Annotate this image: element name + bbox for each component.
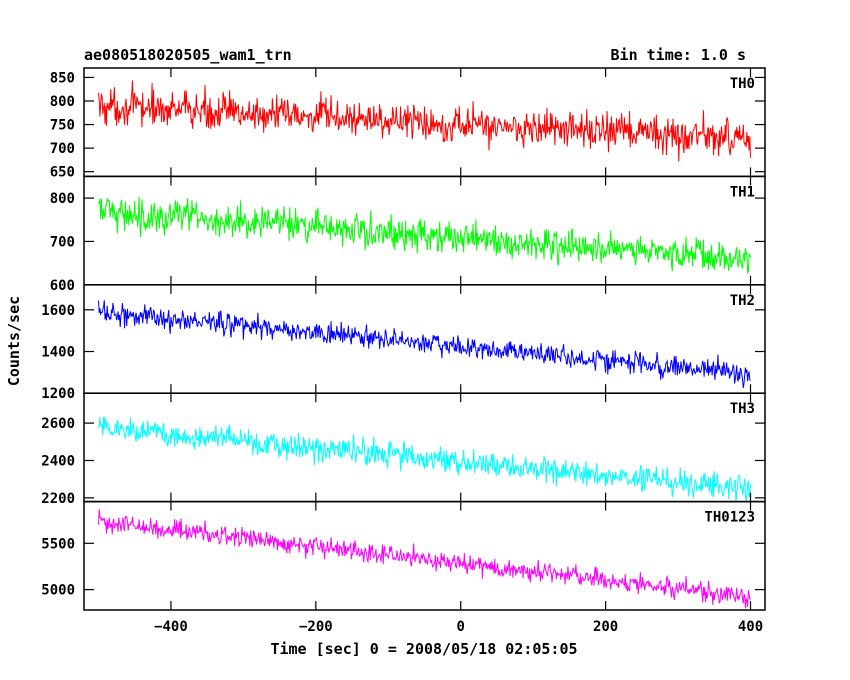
x-tick-label: 400 xyxy=(738,619,763,635)
series-line-th0 xyxy=(97,80,752,162)
series-line-th2 xyxy=(97,300,751,389)
panel-label-th0123: TH0123 xyxy=(704,510,755,526)
y-tick-label-th0: 850 xyxy=(50,70,75,86)
observation-title: ae080518020505_wam1_trn xyxy=(84,46,292,64)
y-tick-label-th1: 800 xyxy=(50,191,75,207)
panel-frame-th0123 xyxy=(83,500,766,611)
y-axis-label: Counts/sec xyxy=(5,296,23,386)
bin-time-label: Bin time: 1.0 s xyxy=(611,46,746,64)
panel-th0: 650 700 750 800 850 TH0 xyxy=(50,67,766,181)
panel-label-th0: TH0 xyxy=(730,76,755,92)
y-tick-label-th1: 600 xyxy=(50,278,75,294)
y-tick-label-th3: 2400 xyxy=(41,453,75,469)
y-tick-label-th0123: 5000 xyxy=(41,583,75,599)
panel-th1: 600 700 800 TH1 xyxy=(50,175,766,294)
y-tick-label-th2: 1400 xyxy=(41,345,75,361)
x-tick-label: −200 xyxy=(299,619,333,635)
series-line-th3 xyxy=(98,416,752,502)
y-tick-label-th0: 650 xyxy=(50,165,75,181)
x-tick-label: 0 xyxy=(457,619,465,635)
panel-th3: 2200 2400 2600 TH3 xyxy=(41,392,766,507)
y-tick-label-th0: 700 xyxy=(50,141,75,157)
panel-frame-th3 xyxy=(83,392,766,503)
series-line-th0123 xyxy=(97,509,751,609)
y-tick-label-th1: 700 xyxy=(50,234,75,250)
panel-th2: 1200 1400 1600 TH2 xyxy=(41,284,766,402)
panels-group: 650 700 750 800 850 TH0 600 700 800 TH1 1200 1400 16… xyxy=(41,67,766,635)
y-tick-label-th3: 2600 xyxy=(41,416,75,432)
y-tick-label-th0: 750 xyxy=(50,118,75,134)
y-tick-label-th0: 800 xyxy=(50,94,75,110)
panel-label-th2: TH2 xyxy=(730,293,755,309)
y-tick-label-th2: 1200 xyxy=(41,386,75,402)
series-line-th1 xyxy=(98,196,751,275)
panel-label-th1: TH1 xyxy=(730,184,755,200)
x-tick-label: 200 xyxy=(593,619,618,635)
x-axis-label: Time [sec] 0 = 2008/05/18 02:05:05 xyxy=(270,640,577,658)
panel-label-th3: TH3 xyxy=(730,401,755,417)
panel-th0123: 5000 5500 TH0123 xyxy=(41,500,766,611)
y-tick-label-th3: 2200 xyxy=(41,491,75,507)
y-tick-label-th0123: 5500 xyxy=(41,536,75,552)
panel-frame-th0 xyxy=(83,67,766,178)
y-tick-label-th2: 1600 xyxy=(41,303,75,319)
x-tick-label: −400 xyxy=(154,619,188,635)
